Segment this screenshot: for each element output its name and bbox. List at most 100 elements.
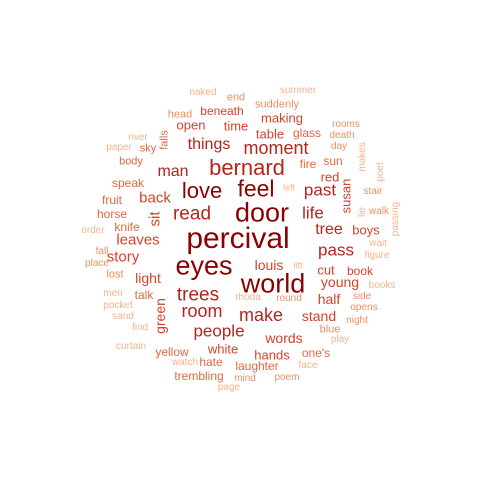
word-sky: sky bbox=[139, 142, 157, 155]
word-feel: feel bbox=[237, 175, 275, 202]
word-young: young bbox=[320, 274, 360, 290]
word-face: face bbox=[298, 360, 318, 371]
word-world: world bbox=[240, 268, 306, 299]
word-wait: wait bbox=[369, 238, 387, 249]
word-rooms: rooms bbox=[332, 119, 360, 130]
word-lie: lie bbox=[357, 206, 368, 218]
word-talk: talk bbox=[134, 288, 154, 302]
word-stair: stair bbox=[363, 186, 383, 197]
word-side: side bbox=[352, 291, 372, 302]
word-sit: sit bbox=[146, 211, 164, 227]
word-man: man bbox=[157, 163, 189, 180]
word-things: things bbox=[187, 136, 231, 153]
word-cut: cut bbox=[317, 262, 335, 278]
word-place: place bbox=[85, 258, 109, 269]
word-sand: sand bbox=[112, 311, 134, 322]
word-end: end bbox=[226, 91, 246, 104]
word-white: white bbox=[207, 341, 239, 357]
word-order: order bbox=[81, 225, 105, 236]
word-past: past bbox=[303, 180, 337, 200]
word-round: round bbox=[276, 293, 302, 304]
word-figure: figure bbox=[364, 250, 390, 261]
word-left: left bbox=[282, 182, 296, 193]
word-fire: fire bbox=[299, 157, 317, 171]
word-poet: poet bbox=[375, 162, 386, 182]
word-suddenly: suddenly bbox=[254, 98, 300, 111]
word-story: story bbox=[106, 248, 140, 266]
word-red: red bbox=[320, 169, 340, 185]
word-hands: hands bbox=[254, 347, 290, 363]
word-make: make bbox=[238, 305, 284, 325]
word-making: making bbox=[261, 110, 303, 126]
word-fall: fall bbox=[95, 246, 109, 257]
word-trees: trees bbox=[176, 284, 220, 306]
word-back: back bbox=[139, 189, 171, 207]
word-curtain: curtain bbox=[115, 341, 147, 352]
word-river: river bbox=[128, 132, 148, 143]
word-louis: louis bbox=[254, 257, 284, 273]
word-door: door bbox=[234, 197, 290, 228]
word-books: books bbox=[368, 280, 396, 291]
word-light: light bbox=[135, 270, 161, 286]
word-falls: falls bbox=[158, 130, 171, 150]
word-percival: percival bbox=[186, 222, 290, 255]
word-men: men bbox=[103, 288, 123, 299]
word-lift: lift bbox=[293, 260, 303, 271]
word-yellow: yellow bbox=[155, 345, 189, 359]
word-people: people bbox=[193, 321, 245, 341]
word-naked: naked bbox=[189, 87, 217, 98]
word-summer: summer bbox=[279, 85, 317, 96]
word-life: life bbox=[302, 203, 324, 223]
word-time: time bbox=[223, 118, 249, 134]
word-laughter: laughter bbox=[235, 359, 279, 373]
word-hate: hate bbox=[199, 355, 223, 369]
word-lost: lost bbox=[106, 268, 124, 281]
word-love: love bbox=[181, 178, 223, 203]
word-words: words bbox=[265, 330, 303, 346]
word-fruit: fruit bbox=[101, 193, 123, 207]
word-play: play bbox=[330, 334, 350, 345]
word-trembling: trembling bbox=[174, 369, 224, 383]
word-read: read bbox=[172, 203, 212, 225]
word-head: head bbox=[167, 108, 193, 121]
word-boys: boys bbox=[352, 222, 380, 238]
word-rhoda: rhoda bbox=[235, 292, 261, 303]
word-stand: stand bbox=[301, 308, 337, 324]
word-death: death bbox=[329, 130, 355, 141]
word-moment: moment bbox=[243, 138, 309, 158]
word-susan: susan bbox=[338, 178, 354, 214]
word-green: green bbox=[152, 298, 168, 334]
word-ones: one's bbox=[301, 346, 331, 360]
word-makes: makes bbox=[357, 142, 368, 172]
word-walk: walk bbox=[368, 206, 390, 217]
word-leaves: leaves bbox=[116, 231, 160, 249]
word-night: night bbox=[346, 315, 368, 326]
word-book: book bbox=[346, 264, 374, 278]
word-opens: opens bbox=[350, 302, 378, 313]
word-pass: pass bbox=[318, 240, 354, 260]
word-knife: knife bbox=[114, 220, 140, 234]
word-body: body bbox=[119, 155, 143, 168]
word-blue: blue bbox=[319, 323, 341, 336]
word-passing: passing bbox=[390, 201, 401, 237]
word-sun: sun bbox=[323, 154, 343, 168]
word-eyes: eyes bbox=[175, 250, 233, 281]
word-half: half bbox=[317, 291, 341, 307]
word-room: room bbox=[181, 301, 223, 321]
word-glass: glass bbox=[292, 126, 322, 140]
word-mind: mind bbox=[234, 373, 256, 384]
word-pocket: pocket bbox=[103, 300, 133, 311]
word-table: table bbox=[255, 126, 285, 142]
word-horse: horse bbox=[96, 207, 128, 221]
word-speak: speak bbox=[111, 176, 145, 190]
word-tree: tree bbox=[315, 221, 343, 238]
word-bernard: bernard bbox=[209, 155, 285, 180]
word-beneath: beneath bbox=[200, 104, 244, 118]
word-open: open bbox=[176, 117, 206, 133]
word-paper: paper bbox=[106, 142, 132, 153]
word-page: page bbox=[217, 382, 241, 393]
word-find: find bbox=[131, 322, 149, 333]
word-day: day bbox=[330, 141, 348, 152]
word-watch: watch bbox=[171, 357, 199, 368]
